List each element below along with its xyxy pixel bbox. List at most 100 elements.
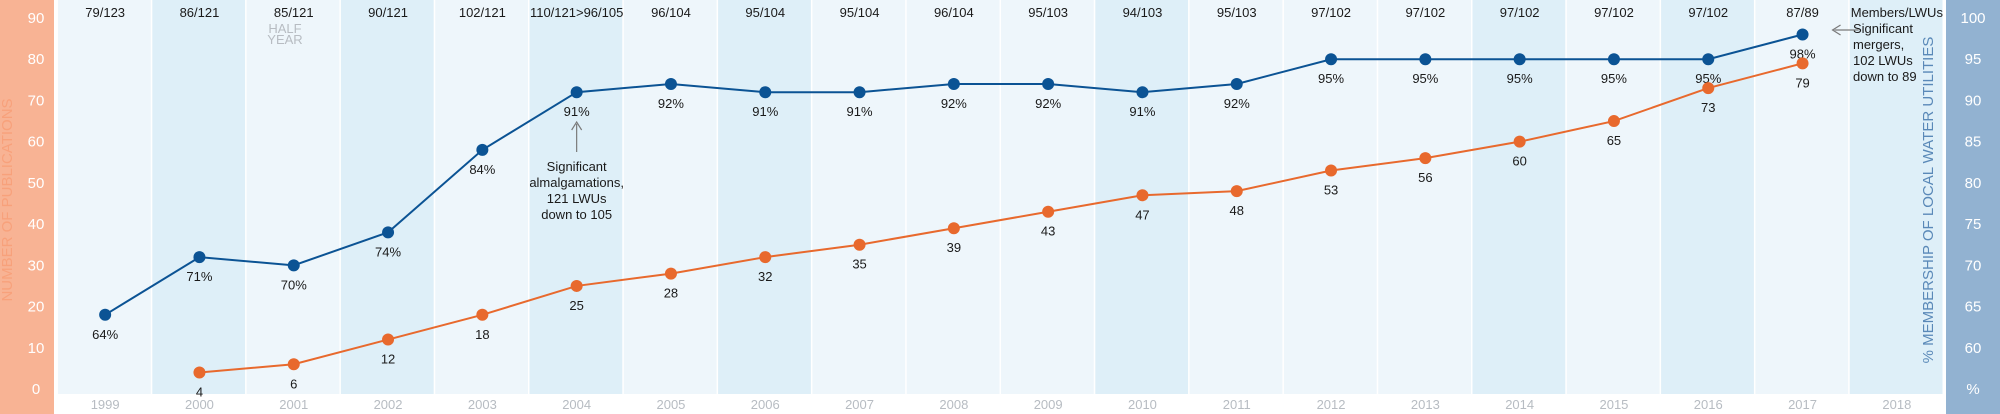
data-point — [287, 358, 300, 371]
ratio-label: 95/104 — [840, 5, 880, 20]
band-2008 — [906, 0, 1000, 394]
right-tick-label: 60 — [1965, 340, 1982, 357]
ratio-label: 97/102 — [1500, 5, 1540, 20]
data-label: 84% — [469, 162, 495, 177]
data-label: 56 — [1418, 170, 1432, 185]
ratio-label: 87/89 — [1786, 5, 1819, 20]
data-label: 6 — [290, 376, 297, 391]
header-ratios: 79/123 86/121 85/121 90/121 102/121 110/121>9… — [85, 5, 1943, 20]
x-axis-years: 1999 2000 2001 2002 2003 2004 2005 2006 2007 2008… — [91, 397, 1912, 412]
left-axis-bar — [0, 0, 54, 414]
ratio-label: 96/104 — [934, 5, 974, 20]
right-tick-label: % — [1966, 381, 1979, 398]
ratio-label: 95/104 — [745, 5, 785, 20]
year-label: 2011 — [1223, 397, 1251, 412]
half-year-note: HALF YEAR — [267, 21, 302, 47]
right-tick-label: 65 — [1965, 299, 1982, 316]
data-label: 70% — [281, 277, 307, 292]
data-label: 98% — [1790, 46, 1816, 61]
year-label: 2013 — [1411, 397, 1440, 412]
data-point — [193, 366, 206, 379]
data-point — [1419, 152, 1432, 165]
ratio-label: 85/121 — [274, 5, 314, 20]
annotation-text: Significant — [547, 159, 607, 174]
left-tick-label: 60 — [28, 134, 45, 151]
data-point — [382, 226, 395, 239]
data-label: 18 — [475, 327, 489, 342]
data-label: 47 — [1135, 207, 1149, 222]
year-label: 2012 — [1317, 397, 1346, 412]
data-label: 91% — [1129, 104, 1155, 119]
data-point — [1513, 53, 1526, 66]
data-point — [1325, 164, 1338, 177]
right-axis-title: % MEMBERSHIP OF LOCAL WATER UTILITIES — [1920, 37, 1937, 364]
data-point — [947, 77, 960, 90]
annotation-arrow-head — [1831, 24, 1841, 36]
data-point — [1230, 77, 1243, 90]
left-tick-label: 20 — [28, 299, 45, 316]
right-axis-ticks: % 60 65 70 75 80 85 90 95 100 — [1960, 10, 1985, 398]
data-label: 91% — [564, 104, 590, 119]
year-label: 2005 — [656, 397, 685, 412]
data-label: 25 — [569, 298, 583, 313]
data-label: 95% — [1601, 71, 1627, 86]
data-label: 95% — [1318, 71, 1344, 86]
year-label: 2004 — [562, 397, 591, 412]
ratio-label: 86/121 — [180, 5, 220, 20]
series-line-publications — [199, 62, 1803, 374]
left-tick-label: 80 — [28, 51, 45, 68]
annotation-text: down to 105 — [541, 207, 612, 222]
year-label: 2009 — [1034, 397, 1063, 412]
ratio-label: 90/121 — [368, 5, 408, 20]
ratio-label: 95/103 — [1028, 5, 1068, 20]
data-label: 92% — [658, 96, 684, 111]
right-tick-label: 100 — [1960, 10, 1985, 27]
band-2002 — [340, 0, 434, 394]
band-2012 — [1283, 0, 1377, 394]
data-point — [1042, 205, 1055, 218]
data-label: 39 — [947, 240, 961, 255]
year-label: 2000 — [185, 397, 214, 412]
data-label: 95% — [1412, 71, 1438, 86]
year-label: 2001 — [279, 397, 308, 412]
band-2015 — [1566, 0, 1660, 394]
data-point — [476, 143, 489, 156]
year-label: 2006 — [751, 397, 780, 412]
data-label: 43 — [1041, 224, 1055, 239]
ratio-label: Members/LWUs — [1851, 5, 1944, 20]
data-point — [193, 251, 206, 264]
band-2016 — [1661, 0, 1754, 394]
data-point — [1796, 28, 1809, 41]
data-label: 95% — [1695, 71, 1721, 86]
data-label: 65 — [1607, 133, 1621, 148]
data-point — [1230, 185, 1243, 198]
band-2018 — [1849, 0, 1943, 394]
data-label: 92% — [1035, 96, 1061, 111]
data-point — [1513, 135, 1526, 148]
left-tick-label: 90 — [28, 10, 45, 27]
data-point — [759, 251, 772, 264]
data-label: 48 — [1230, 203, 1244, 218]
ratio-label: 110/121>96/105 — [530, 5, 623, 20]
data-point — [570, 86, 583, 99]
band-2009 — [1001, 0, 1094, 394]
left-axis-title: NUMBER OF PUBLICATIONS — [0, 98, 16, 301]
data-label: 73 — [1701, 100, 1715, 115]
band-2001 — [246, 0, 340, 394]
right-tick-label: 75 — [1965, 216, 1982, 233]
right-tick-label: 85 — [1965, 134, 1982, 151]
right-tick-label: 95 — [1965, 51, 1982, 68]
data-point — [947, 222, 960, 235]
ratio-label: 97/102 — [1405, 5, 1445, 20]
ratio-label: 97/102 — [1594, 5, 1634, 20]
year-label: 2014 — [1505, 397, 1534, 412]
right-tick-label: 70 — [1965, 257, 1982, 274]
annotation-text: down to 89 — [1853, 69, 1917, 84]
data-label: 74% — [375, 244, 401, 259]
band-2006 — [718, 0, 811, 394]
ratio-label: 102/121 — [459, 5, 506, 20]
annotation-text: mergers, — [1853, 37, 1904, 52]
year-label: 2003 — [468, 397, 497, 412]
data-label: 53 — [1324, 183, 1338, 198]
